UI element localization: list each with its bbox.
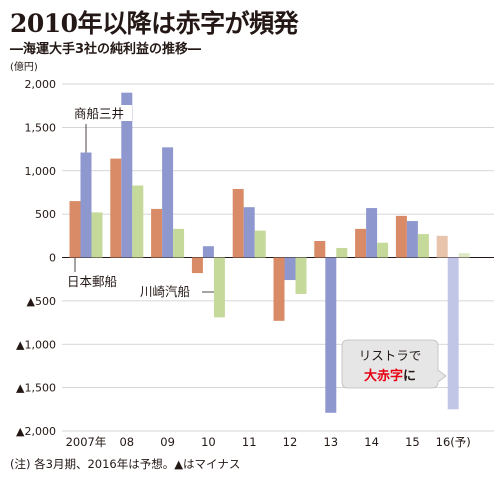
bar-nyk: [232, 188, 244, 258]
bar-nyk: [69, 201, 81, 258]
x-tick-label: 13: [323, 435, 338, 449]
x-tick-label: 12: [283, 435, 298, 449]
series-label-kline: 川崎汽船: [140, 284, 190, 299]
y-tick-label: ▲500: [27, 295, 56, 308]
x-tick-label: 10: [201, 435, 216, 449]
bar-mol: [162, 147, 174, 258]
bar-mol: [366, 208, 378, 258]
bar-mol: [80, 152, 92, 258]
x-tick-label: 14: [364, 435, 379, 449]
bar-kline: [132, 185, 144, 258]
bar-nyk: [395, 215, 407, 258]
bar-nyk: [436, 235, 448, 258]
bar-kline: [377, 242, 389, 258]
bar-nyk: [314, 241, 326, 258]
bar-mol: [406, 221, 418, 258]
x-tick-label: 11: [242, 435, 257, 449]
x-tick-label: 09: [160, 435, 175, 449]
callout-bubble: [341, 339, 447, 389]
bar-kline: [254, 230, 266, 258]
series-label-nyk: 日本郵船: [67, 274, 117, 289]
bar-kline: [213, 257, 225, 318]
bar-nyk: [355, 228, 367, 258]
x-tick-label: 08: [119, 435, 134, 449]
bar-nyk: [151, 208, 163, 258]
label-backdrop: [136, 282, 200, 300]
bar-nyk: [273, 257, 285, 321]
bar-mol: [121, 92, 133, 258]
footnote: (注) 各3月期、2016年は予想。▲はマイナス: [10, 457, 241, 471]
y-axis-unit-label: (億円): [10, 62, 38, 73]
bar-kline: [336, 247, 348, 258]
bar-kline: [417, 234, 429, 258]
y-tick-label: 0: [49, 252, 56, 265]
callout-highlight: 大赤字: [364, 368, 403, 384]
y-tick-label: ▲2,000: [16, 425, 56, 438]
bar-mol: [325, 257, 337, 413]
bar-mol: [243, 207, 255, 258]
callout-line2: 大赤字に: [364, 368, 416, 384]
label-backdrop: [72, 105, 132, 121]
y-tick-label: 1,500: [25, 121, 57, 134]
bar-kline: [295, 257, 307, 294]
callout-line1: リストラで: [359, 348, 422, 363]
callout-tail: に: [403, 369, 416, 384]
x-tick-label: 2007年: [66, 435, 107, 449]
y-tick-label: 500: [35, 208, 56, 221]
y-tick-label: 2,000: [25, 78, 57, 91]
series-label-mol: 商船三井: [74, 106, 124, 121]
x-tick-label: 16(予): [436, 435, 471, 449]
bar-mol: [202, 246, 214, 258]
bar-kline: [91, 212, 103, 258]
bar-kline: [458, 253, 470, 258]
bar-nyk: [191, 257, 203, 274]
chart-title: 2010年以降は赤字が頻発: [10, 9, 299, 38]
x-tick-label: 15: [405, 435, 420, 449]
label-backdrop: [64, 272, 124, 290]
y-tick-label: ▲1,500: [16, 382, 56, 395]
bar-mol: [284, 257, 296, 281]
bar-nyk: [110, 158, 122, 258]
chart-subtitle: ―海運大手3社の純利益の推移―: [10, 42, 202, 57]
bar-mol: [447, 257, 459, 410]
y-tick-label: 1,000: [25, 165, 57, 178]
y-tick-label: ▲1,000: [16, 338, 56, 351]
bar-kline: [173, 228, 185, 258]
